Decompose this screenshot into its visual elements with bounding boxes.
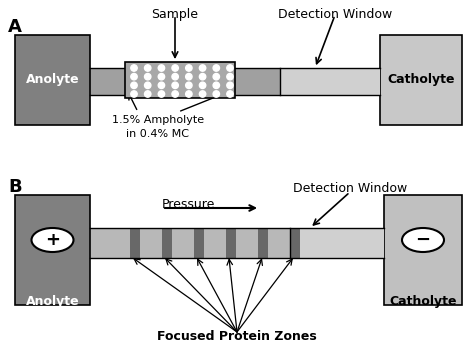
Circle shape (213, 65, 219, 71)
Text: Anolyte: Anolyte (26, 295, 79, 308)
Text: Detection Window: Detection Window (278, 8, 392, 21)
Text: 1.5% Ampholyte
in 0.4% MC: 1.5% Ampholyte in 0.4% MC (112, 115, 204, 139)
Circle shape (158, 91, 164, 97)
Circle shape (200, 65, 206, 71)
Circle shape (158, 82, 164, 88)
Circle shape (200, 73, 206, 80)
Circle shape (213, 73, 219, 80)
Circle shape (227, 82, 233, 88)
Bar (90, 228, 384, 258)
Bar (194, 228, 204, 258)
Bar (280, 68, 380, 95)
Bar (258, 228, 268, 258)
Circle shape (172, 91, 178, 97)
Text: B: B (8, 178, 22, 196)
Circle shape (186, 82, 192, 88)
Circle shape (172, 82, 178, 88)
Circle shape (145, 91, 151, 97)
Circle shape (213, 82, 219, 88)
Text: Focused Protein Zones: Focused Protein Zones (157, 330, 317, 343)
Circle shape (131, 65, 137, 71)
Text: −: − (415, 231, 430, 249)
Circle shape (158, 65, 164, 71)
Bar (15, 35, 90, 125)
Text: A: A (8, 18, 22, 36)
Bar (162, 228, 172, 258)
Text: Sample: Sample (152, 8, 199, 21)
Circle shape (131, 82, 137, 88)
Bar (15, 195, 90, 305)
Ellipse shape (402, 228, 444, 252)
Circle shape (158, 73, 164, 80)
Circle shape (172, 65, 178, 71)
Ellipse shape (31, 228, 73, 252)
Circle shape (200, 82, 206, 88)
Circle shape (186, 91, 192, 97)
Bar (226, 228, 236, 258)
Circle shape (227, 91, 233, 97)
Circle shape (213, 91, 219, 97)
Circle shape (145, 65, 151, 71)
Bar (125, 62, 235, 98)
Text: Pressure: Pressure (162, 198, 215, 211)
Bar (384, 195, 462, 305)
Bar (130, 228, 140, 258)
Bar (380, 35, 462, 125)
Circle shape (131, 73, 137, 80)
Bar (290, 228, 384, 258)
Bar (290, 228, 300, 258)
Circle shape (172, 73, 178, 80)
Circle shape (227, 73, 233, 80)
Circle shape (186, 65, 192, 71)
Text: Anolyte: Anolyte (26, 73, 79, 86)
Circle shape (131, 91, 137, 97)
Text: Catholyte: Catholyte (389, 295, 457, 308)
Text: Detection Window: Detection Window (293, 182, 407, 195)
Circle shape (186, 73, 192, 80)
Text: +: + (45, 231, 60, 249)
Bar (90, 68, 380, 95)
Circle shape (145, 73, 151, 80)
Circle shape (227, 65, 233, 71)
Circle shape (200, 91, 206, 97)
Circle shape (145, 82, 151, 88)
Text: Catholyte: Catholyte (387, 73, 455, 86)
